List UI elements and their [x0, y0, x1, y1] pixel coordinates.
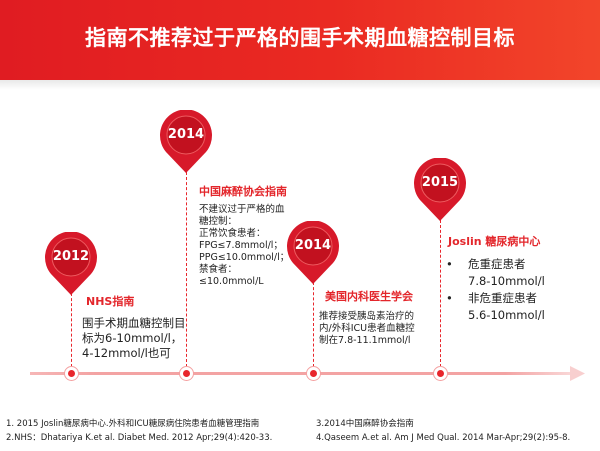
milestone-heading: 中国麻醉协会指南	[199, 185, 287, 198]
description-line: 标为6-10mmol/l，	[82, 331, 183, 345]
list-item: • 危重症患者	[446, 257, 526, 271]
milestone-year: 2014	[167, 127, 205, 142]
description-line: FPG≤7.8mmol/l；	[199, 240, 283, 251]
milestone-year: 2014	[294, 238, 332, 253]
map-pin-icon: 2015	[413, 157, 467, 222]
description-line: 正常饮食患者：	[199, 228, 266, 239]
description-line: 4-12mmol/l也可	[82, 346, 171, 360]
description-line: 不建议过于严格的血	[199, 204, 285, 215]
description-line: 糖控制：	[199, 216, 238, 227]
list-item-value: 5.6-10mmol/l	[468, 308, 545, 322]
list-item-label: 非危重症患者	[468, 291, 537, 305]
milestone-description: 推荐接受胰岛素治疗的 内/外科ICU患者血糖控 制在7.8-11.1mmol/l	[319, 311, 415, 347]
map-pin-icon: 2014	[159, 109, 213, 174]
timeline-node	[179, 366, 194, 381]
milestone-year: 2012	[52, 249, 90, 264]
reference-item: 1. 2015 Joslin糖尿病中心.外科和ICU糖尿病住院患者血糖管理指南	[6, 419, 260, 429]
milestone-description: 围手术期血糖控制目 标为6-10mmol/l， 4-12mmol/l也可	[82, 316, 186, 361]
title-banner	[0, 0, 600, 90]
milestone-description: 不建议过于严格的血 糖控制： 正常饮食患者： FPG≤7.8mmol/l； PP…	[199, 204, 289, 288]
timeline-connector	[186, 172, 187, 367]
description-line: ≤10.0mmol/L	[199, 276, 264, 287]
map-pin-icon: 2014	[286, 220, 340, 285]
reference-item: 4.Qaseem A.et al. Am J Med Qual. 2014 Ma…	[316, 433, 571, 443]
page-title: 指南不推荐过于严格的围手术期血糖控制目标	[85, 26, 515, 50]
map-pin-icon: 2012	[44, 231, 98, 296]
timeline-node	[433, 366, 448, 381]
description-line: PPG≤10.0mmol/l；	[199, 252, 290, 263]
milestone-heading: 美国内科医生学会	[325, 290, 413, 303]
timeline-connector	[440, 220, 441, 367]
milestone-heading: NHS指南	[86, 295, 135, 308]
milestone-year: 2015	[421, 175, 459, 190]
description-line: 内/外科ICU患者血糖控	[319, 323, 415, 334]
references-right: 3.2014中国麻醉协会指南 4.Qaseem A.et al. Am J Me…	[316, 417, 570, 445]
references-left: 1. 2015 Joslin糖尿病中心.外科和ICU糖尿病住院患者血糖管理指南 …	[6, 417, 272, 445]
timeline-node	[306, 366, 321, 381]
list-item-value: 7.8-10mmol/l	[468, 274, 545, 288]
list-item: • 非危重症患者	[446, 291, 537, 305]
reference-item: 3.2014中国麻醉协会指南	[316, 419, 414, 429]
timeline-node	[64, 366, 79, 381]
description-line: 制在7.8-11.1mmol/l	[319, 335, 411, 346]
milestone-description: • 危重症患者 7.8-10mmol/l • 非危重症患者 5.6-10mmol/l	[446, 256, 545, 324]
description-line: 围手术期血糖控制目	[82, 316, 186, 330]
timeline-connector	[313, 282, 314, 367]
timeline-connector	[71, 293, 72, 367]
list-item-label: 危重症患者	[468, 257, 526, 271]
timeline-line	[30, 366, 585, 381]
description-line: 禁食者：	[199, 264, 238, 275]
reference-item: 2.NHS：Dhatariya K.et al. Diabet Med. 201…	[6, 433, 273, 443]
description-line: 推荐接受胰岛素治疗的	[319, 311, 415, 322]
milestone-heading: Joslin 糖尿病中心	[448, 235, 541, 248]
